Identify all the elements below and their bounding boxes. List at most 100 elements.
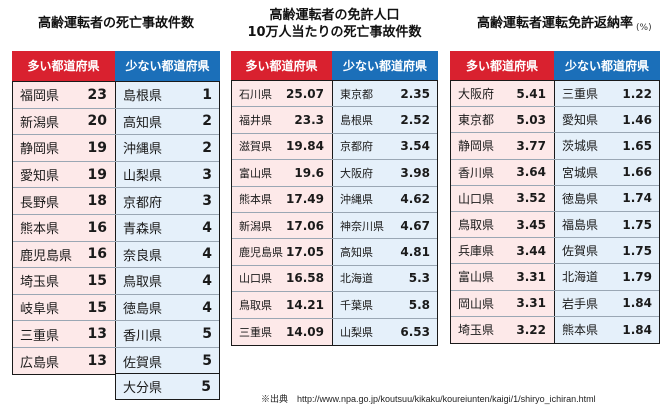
table-row: 山口県 16.58 北海道 5.3: [232, 266, 437, 293]
table-cell: 佐賀県 5: [123, 348, 212, 375]
prefecture-value: 18: [87, 193, 107, 210]
table-cell: 山梨県 3: [123, 162, 212, 188]
prefecture-name: 富山県: [458, 270, 495, 285]
panel-license-return-rate: 高齢運転者運転免許返納率 多い都道府県 少ない都道府県 大阪府 5.41 三重県 1.…: [450, 0, 660, 413]
prefecture-value: 4: [202, 299, 212, 316]
header-many: 多い都道府県: [450, 51, 554, 81]
table-row: 鹿児島県 17.05 高知県 4.81: [232, 239, 437, 266]
table-row-extra: 大分県 5: [115, 373, 220, 400]
table-row: 熊本県 17.49 沖縄県 4.62: [232, 187, 437, 213]
prefecture-value: 17.06: [286, 218, 324, 233]
prefecture-value: 3.64: [516, 165, 546, 180]
prefecture-value: 4: [202, 246, 212, 263]
table-row: 鹿児島県 16 奈良県 4: [13, 242, 219, 269]
prefecture-name: 京都府: [340, 140, 373, 154]
prefecture-name: 静岡県: [458, 139, 495, 154]
prefecture-name: 佐賀県: [562, 244, 599, 259]
prefecture-value: 17.05: [286, 245, 324, 260]
table-cell: 大阪府 3.98: [340, 160, 430, 185]
column-divider: [115, 82, 116, 374]
prefecture-value: 16: [87, 219, 107, 236]
prefecture-value: 5.41: [516, 86, 546, 101]
prefecture-value: 1.74: [622, 191, 652, 206]
prefecture-value: 1.79: [622, 269, 652, 284]
prefecture-name: 富山県: [239, 166, 272, 180]
table-cell: 愛知県 19: [20, 162, 107, 188]
header-many: 多い都道府県: [12, 51, 115, 81]
prefecture-value: 3: [202, 166, 212, 183]
table-row: 長野県 18 京都府 3: [13, 188, 219, 215]
table-cell: 大分県 5: [123, 374, 211, 399]
table-cell: 徳島県 4: [123, 295, 212, 321]
table-row: 岐阜県 15 徳島県 4: [13, 295, 219, 322]
table-cell: 石川県 25.07: [239, 81, 324, 106]
prefecture-name: 三重県: [20, 328, 60, 344]
prefecture-value: 4.67: [400, 218, 430, 233]
prefecture-name: 香川県: [458, 165, 495, 180]
prefecture-name: 大分県: [123, 381, 163, 396]
prefecture-name: 沖縄県: [340, 193, 373, 207]
prefecture-value: 23: [87, 86, 107, 103]
table-cell: 京都府 3: [123, 188, 212, 214]
table-cell: 福岡県 23: [20, 82, 107, 108]
table-cell: 新潟県 17.06: [239, 213, 324, 238]
column-few-bg: [116, 82, 219, 374]
prefecture-value: 17.49: [286, 192, 324, 207]
table-row: 静岡県 3.77 茨城県 1.65: [451, 133, 659, 160]
table-row: 石川県 25.07 東京都 2.35: [232, 81, 437, 108]
prefecture-name: 鹿児島県: [239, 246, 283, 260]
prefecture-value: 2.52: [400, 113, 430, 128]
table-cell: 鳥取県 4: [123, 268, 212, 294]
table-cell: 富山県 3.31: [458, 264, 546, 289]
prefecture-name: 熊本県: [239, 193, 272, 207]
table-cell: 福島県 1.75: [562, 212, 652, 237]
table-cell: 岩手県 1.84: [562, 291, 652, 316]
prefecture-value: 14.09: [286, 324, 324, 339]
prefecture-name: 徳島県: [562, 191, 599, 206]
table-row: 三重県 14.09 山梨県 6.53: [232, 319, 437, 345]
table-cell: 富山県 19.6: [239, 160, 324, 185]
table-row: 福岡県 23 島根県 1: [13, 82, 219, 109]
prefecture-name: 岩手県: [562, 296, 599, 311]
table-row: 福井県 23.3 島根県 2.52: [232, 107, 437, 134]
prefecture-value: 1.65: [622, 138, 652, 153]
prefecture-value: 2.35: [400, 86, 430, 101]
prefecture-name: 福岡県: [20, 89, 60, 105]
prefecture-value: 5: [201, 378, 211, 395]
ranking-table: 福岡県 23 島根県 1 新潟県 20 高知県 2 静岡県 19 沖縄県 2 愛知県 19 山梨県 3 長野県 1…: [12, 81, 220, 375]
table-cell: 岡山県 3.31: [458, 291, 546, 316]
table-cell: 沖縄県 4.62: [340, 187, 430, 212]
column-many-bg: [13, 82, 115, 374]
table-row: 兵庫県 3.44 佐賀県 1.75: [451, 238, 659, 265]
panel-title: 高齢運転者運転免許返納率: [476, 16, 633, 31]
table-row: 鳥取県 3.45 福島県 1.75: [451, 212, 659, 239]
prefecture-value: 3.44: [516, 243, 546, 258]
table-cell: 奈良県 4: [123, 242, 212, 268]
table-cell: 愛知県 1.46: [562, 107, 652, 132]
prefecture-name: 埼玉県: [20, 275, 60, 291]
prefecture-name: 山梨県: [123, 169, 163, 185]
prefecture-value: 5.8: [408, 297, 430, 312]
prefecture-name: 新潟県: [239, 219, 272, 233]
prefecture-name: 東京都: [340, 87, 373, 101]
table-cell: 沖縄県 2: [123, 135, 212, 161]
table-cell: 島根県 1: [123, 82, 212, 108]
table-row: 埼玉県 15 鳥取県 4: [13, 268, 219, 295]
table-cell: 三重県 1.22: [562, 81, 652, 106]
table-row: 熊本県 16 青森県 4: [13, 215, 219, 242]
prefecture-name: 滋賀県: [239, 140, 272, 154]
prefecture-value: 5.3: [408, 271, 430, 286]
prefecture-name: 山口県: [458, 191, 495, 206]
table-header: 多い都道府県 少ない都道府県: [450, 51, 660, 81]
prefecture-name: 鳥取県: [458, 218, 495, 233]
table-cell: 香川県 5: [123, 321, 212, 347]
prefecture-name: 島根県: [340, 114, 373, 128]
prefecture-value: 13: [87, 326, 107, 343]
table-cell: 静岡県 19: [20, 135, 107, 161]
table-cell: 山口県 16.58: [239, 266, 324, 291]
prefecture-value: 15: [87, 272, 107, 289]
header-few: 少ない都道府県: [554, 51, 660, 81]
prefecture-value: 2: [202, 113, 212, 130]
prefecture-value: 1.84: [622, 322, 652, 337]
prefecture-name: 福井県: [239, 114, 272, 128]
